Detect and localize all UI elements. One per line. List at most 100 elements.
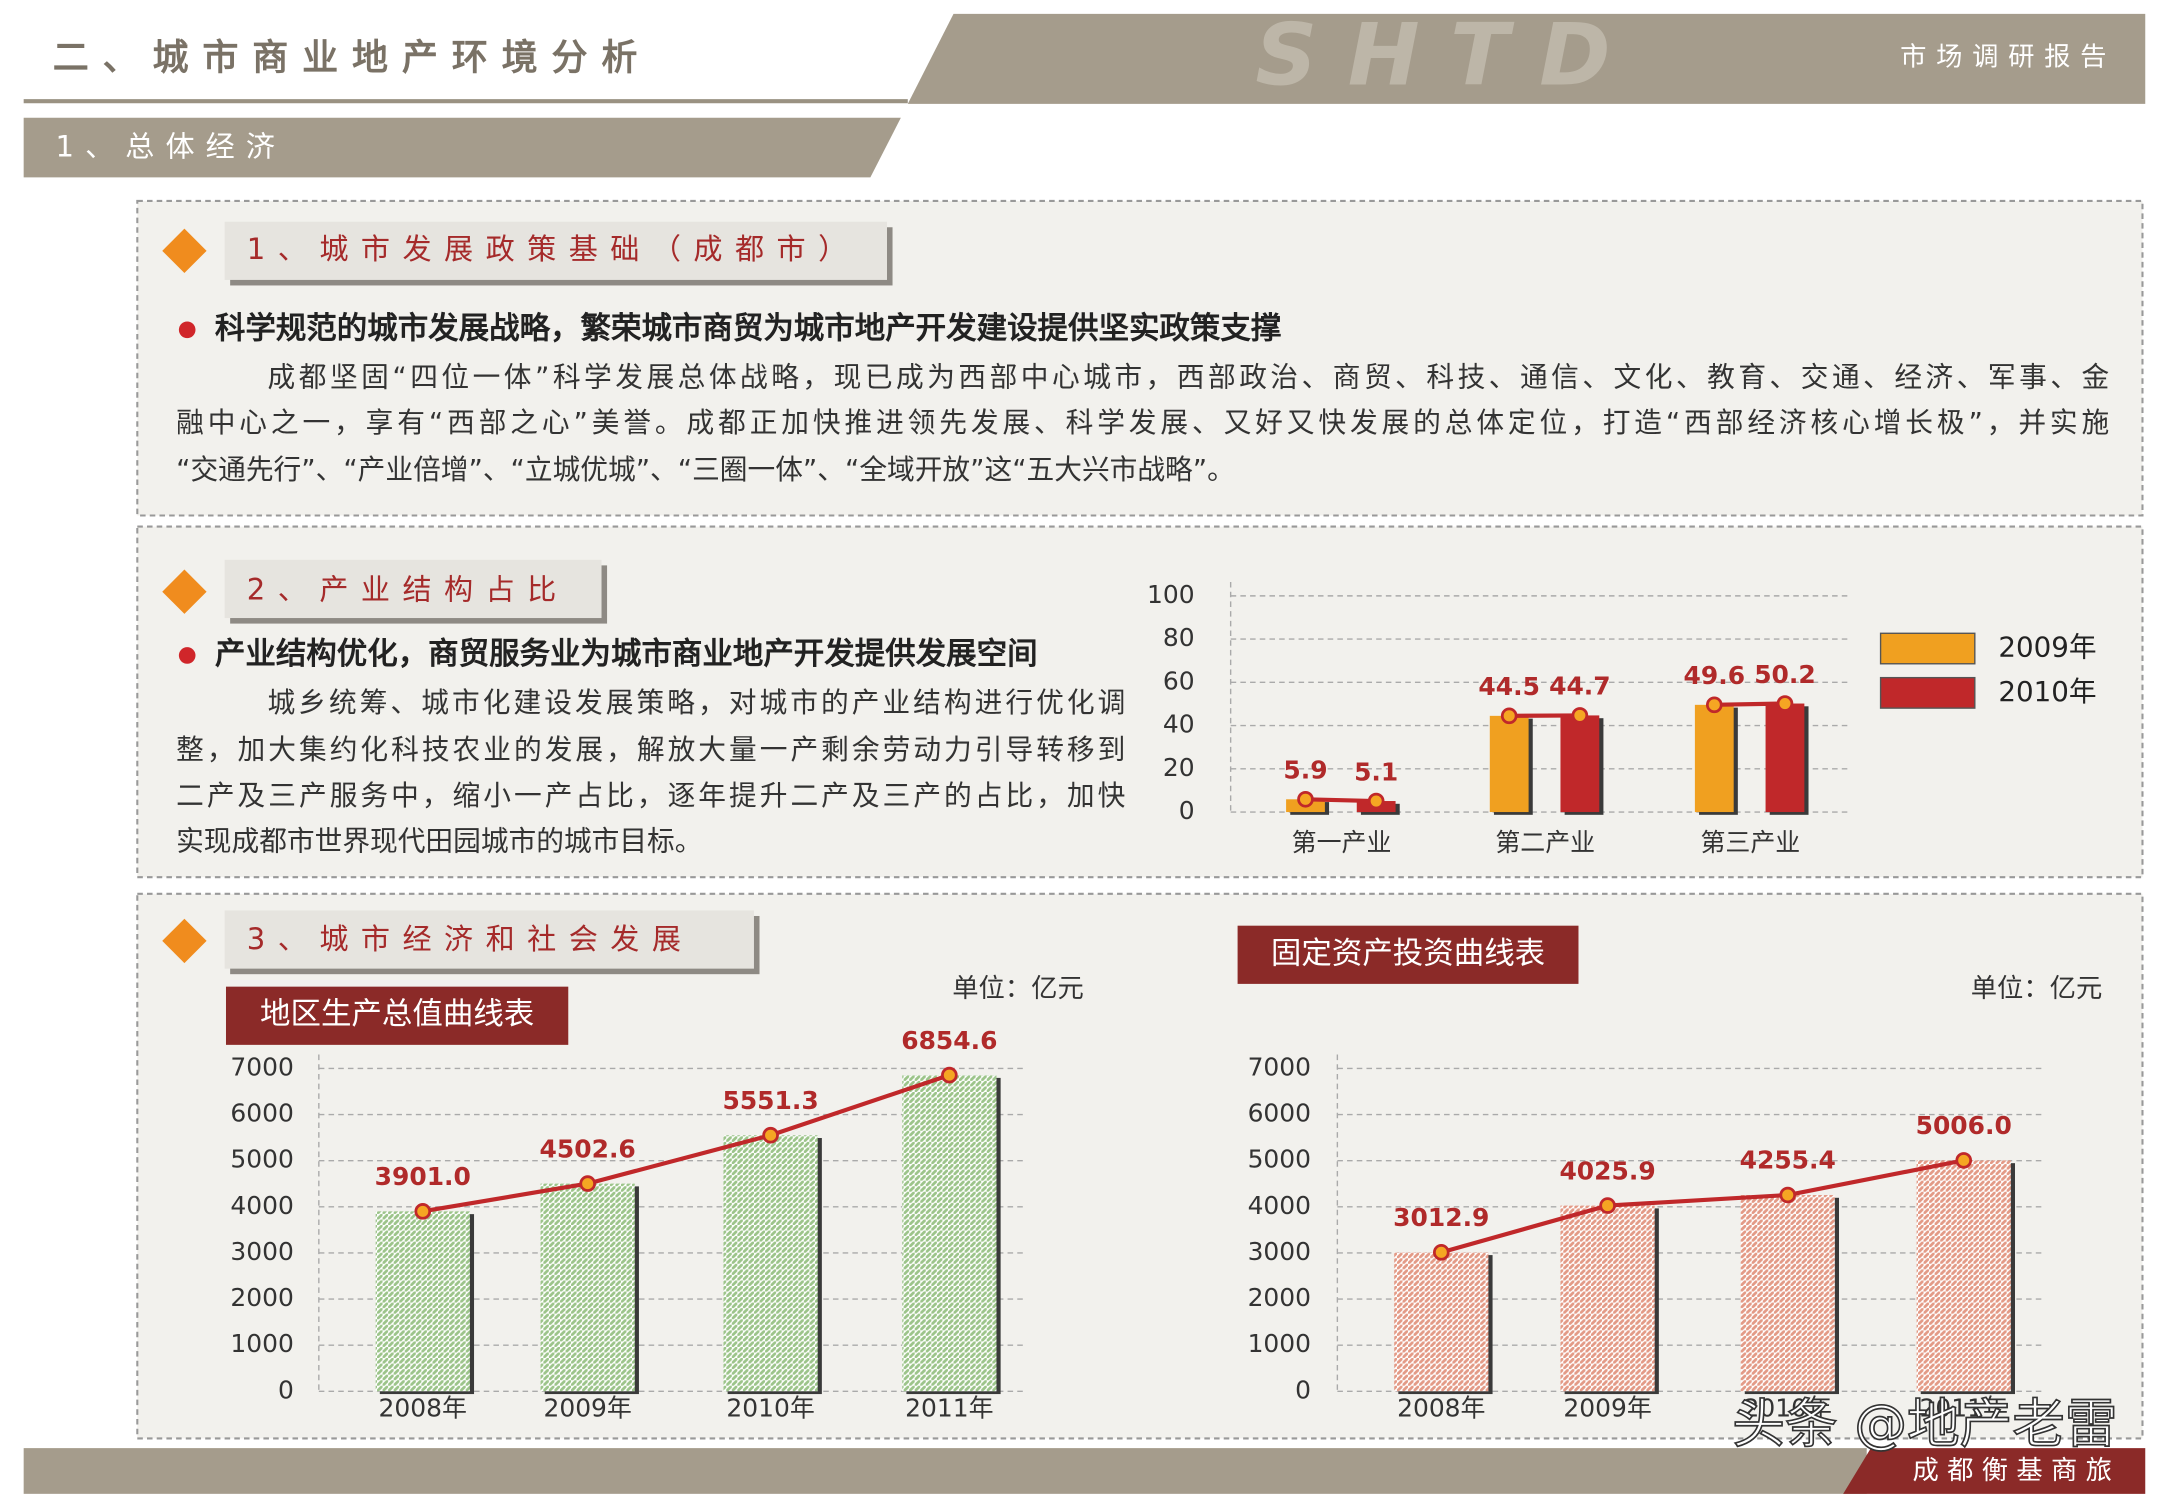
legend-swatch xyxy=(1881,678,1975,708)
y-tick-label: 5000 xyxy=(1248,1145,1311,1174)
section-title: 二、城市商业地产环境分析 xyxy=(53,38,651,79)
y-tick-label: 4000 xyxy=(230,1191,293,1220)
y-tick-label: 1000 xyxy=(1248,1329,1311,1358)
marker xyxy=(1573,708,1587,722)
marker xyxy=(1781,1188,1795,1202)
bar xyxy=(1695,705,1734,812)
marker xyxy=(1778,697,1792,711)
data-label: 4255.4 xyxy=(1740,1146,1836,1175)
x-tick-label: 2009年 xyxy=(543,1393,631,1422)
x-tick-label: 第二产业 xyxy=(1495,828,1595,857)
y-tick-label: 6000 xyxy=(1248,1099,1311,1128)
bar xyxy=(1490,716,1529,812)
data-label: 4025.9 xyxy=(1559,1156,1655,1185)
data-label: 3901.0 xyxy=(375,1162,471,1191)
marker xyxy=(1502,709,1516,723)
x-tick-label: 2008年 xyxy=(379,1393,467,1422)
data-label: 50.2 xyxy=(1754,660,1816,689)
bar xyxy=(1560,715,1599,812)
paragraph-line: 实现成都市世界现代田园城市的城市目标。 xyxy=(176,825,702,858)
x-tick-label: 2011年 xyxy=(905,1393,993,1422)
data-label: 44.7 xyxy=(1549,672,1611,701)
y-tick-label: 0 xyxy=(1295,1375,1311,1404)
pair-line xyxy=(1714,704,1785,705)
y-tick-label: 3000 xyxy=(230,1237,293,1266)
x-tick-label: 2009年 xyxy=(1563,1393,1651,1422)
paragraph-line: 整，加大集约化科技农业的发展，解放大量一产剩余劳动力引导转移到 xyxy=(176,733,1125,766)
bullet-dot xyxy=(179,321,196,338)
y-tick-label: 3000 xyxy=(1248,1237,1311,1266)
marker xyxy=(581,1177,595,1191)
paragraph-line: “交通先行”、“产业倍增”、“立城优城”、“三圈一体”、“全域开放”这“五大兴市… xyxy=(176,453,1235,486)
bar xyxy=(1394,1252,1488,1391)
bar xyxy=(1560,1206,1654,1392)
company: 成都衡基商旅 xyxy=(1913,1456,2121,1486)
x-tick-label: 2010年 xyxy=(726,1393,814,1422)
y-tick-label: 6000 xyxy=(230,1099,293,1128)
marker xyxy=(1707,698,1721,712)
y-tick-label: 40 xyxy=(1163,710,1195,739)
y-tick-label: 0 xyxy=(1179,796,1195,825)
x-tick-label: 第一产业 xyxy=(1292,828,1392,857)
y-tick-label: 1000 xyxy=(230,1329,293,1358)
y-tick-label: 5000 xyxy=(230,1145,293,1174)
data-label: 44.5 xyxy=(1478,672,1540,701)
data-label: 6854.6 xyxy=(901,1026,997,1055)
chart-title: 地区生产总值曲线表 xyxy=(260,997,534,1032)
overlay-watermark: 头条 @地产老雷 xyxy=(1732,1394,2117,1455)
y-tick-label: 20 xyxy=(1163,753,1195,782)
data-label: 5.1 xyxy=(1354,757,1398,786)
bullet-dot xyxy=(179,647,196,664)
panel-title: 2、产业结构占比 xyxy=(247,573,569,607)
paragraph-line: 融中心之一，享有“西部之心”美誉。成都正加快推进领先发展、科学发展、又好又快发展… xyxy=(176,406,2109,439)
y-tick-label: 80 xyxy=(1163,623,1195,652)
y-tick-label: 4000 xyxy=(1248,1191,1311,1220)
bullet-text: 产业结构优化，商贸服务业为城市商业地产开发提供发展空间 xyxy=(215,636,1038,672)
y-tick-label: 0 xyxy=(278,1375,294,1404)
subsection: 1、总体经济 xyxy=(56,129,287,163)
y-tick-label: 2000 xyxy=(230,1283,293,1312)
bullet-text: 科学规范的城市发展战略，繁荣城市商贸为城市地产开发建设提供坚实政策支撑 xyxy=(215,310,1281,346)
report-type: 市场调研报告 xyxy=(1900,43,2116,73)
legend-swatch xyxy=(1881,633,1975,663)
x-tick-label: 2008年 xyxy=(1397,1393,1485,1422)
marker xyxy=(764,1128,778,1142)
paragraph-line: 二产及三产服务中，缩小一产占比，逐年提升二产及三产的占比，加快 xyxy=(176,779,1125,812)
bar xyxy=(1766,704,1805,813)
data-label: 3012.9 xyxy=(1393,1203,1489,1232)
y-tick-label: 7000 xyxy=(1248,1052,1311,1081)
bar xyxy=(541,1184,635,1392)
chart-title: 固定资产投资曲线表 xyxy=(1271,936,1545,971)
data-label: 5.9 xyxy=(1283,756,1327,785)
legend-label: 2009年 xyxy=(1998,631,2096,664)
panel-title: 1、城市发展政策基础（成都市） xyxy=(247,232,860,266)
watermark: SHTD xyxy=(1255,5,1641,105)
bar xyxy=(723,1135,817,1391)
data-label: 5551.3 xyxy=(722,1086,818,1115)
bar xyxy=(902,1075,996,1391)
marker xyxy=(1601,1199,1615,1213)
footer-band xyxy=(24,1448,1867,1494)
unit-label: 单位：亿元 xyxy=(1971,974,2103,1004)
marker xyxy=(416,1204,430,1218)
paragraph-line: 成都坚固“四位一体”科学发展总体战略，现已成为西部中心城市，西部政治、商贸、科技… xyxy=(268,360,2110,393)
bar xyxy=(1741,1195,1835,1391)
marker xyxy=(1434,1245,1448,1259)
legend-label: 2010年 xyxy=(1998,675,2096,708)
pair-line xyxy=(1305,799,1376,801)
y-tick-label: 2000 xyxy=(1248,1283,1311,1312)
marker xyxy=(1369,794,1383,808)
data-label: 4502.6 xyxy=(540,1134,636,1163)
marker xyxy=(1957,1153,1971,1167)
y-tick-label: 7000 xyxy=(230,1052,293,1081)
unit-label: 单位：亿元 xyxy=(952,974,1084,1004)
bar xyxy=(376,1211,470,1391)
marker xyxy=(1299,792,1313,806)
marker xyxy=(942,1068,956,1082)
y-tick-label: 60 xyxy=(1163,666,1195,695)
data-label: 49.6 xyxy=(1684,661,1746,690)
data-label: 5006.0 xyxy=(1916,1111,2012,1140)
panel-title: 3、城市经济和社会发展 xyxy=(247,922,694,956)
x-tick-label: 第三产业 xyxy=(1700,828,1800,857)
